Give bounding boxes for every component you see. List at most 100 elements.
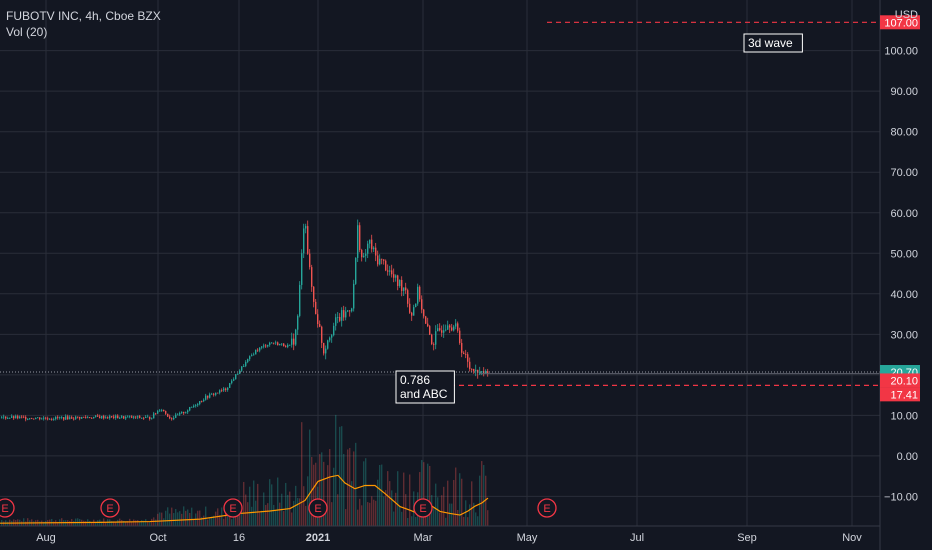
candle-body <box>245 361 247 367</box>
volume-bar <box>355 442 357 526</box>
volume-bar <box>83 520 85 526</box>
candle-body <box>263 345 265 347</box>
earnings-marker[interactable]: E <box>100 498 120 518</box>
candle-body <box>301 253 303 285</box>
candle-body <box>167 413 169 417</box>
x-tick-label: Mar <box>414 532 433 544</box>
volume-bar <box>171 507 173 526</box>
x-tick-label: May <box>517 532 538 544</box>
volume-bar <box>307 476 309 526</box>
candle-body <box>51 419 53 420</box>
chart-legend: FUBOTV INC, 4h, Cboe BZX Vol (20) <box>6 8 161 40</box>
annotation-3d-wave[interactable]: 3d wave <box>743 33 803 53</box>
volume-bar <box>167 507 169 526</box>
candle-body <box>341 310 343 321</box>
volume-indicator-label: Vol (20) <box>6 25 48 39</box>
earnings-marker[interactable]: E <box>223 498 243 518</box>
candle-body <box>389 270 391 272</box>
volume-bar <box>233 513 235 526</box>
candle-body <box>111 416 113 417</box>
volume-bar <box>279 502 281 526</box>
earnings-marker[interactable]: E <box>0 498 15 518</box>
candle-body <box>467 354 469 362</box>
earnings-marker[interactable]: E <box>308 498 328 518</box>
volume-bar <box>137 520 139 526</box>
volume-bar <box>209 517 211 526</box>
volume-bar <box>373 499 375 526</box>
volume-bar <box>125 521 127 526</box>
volume-bar <box>255 500 257 526</box>
volume-bar <box>145 519 147 526</box>
y-tick-label: 10.00 <box>890 410 918 422</box>
candle-body <box>1 417 3 419</box>
volume-bar <box>161 512 163 526</box>
volume-bar <box>151 518 153 526</box>
volume-bar <box>197 510 199 526</box>
candle-body <box>23 416 25 418</box>
candle-body <box>47 418 49 420</box>
candle-body <box>475 369 477 372</box>
candle-body <box>131 416 133 418</box>
candle-body <box>387 270 389 272</box>
candle-body <box>107 417 109 419</box>
candle-body <box>171 418 173 420</box>
volume-bar <box>291 512 293 526</box>
volume-bar <box>433 507 435 526</box>
volume-bar <box>259 512 261 526</box>
volume-bar <box>207 519 209 526</box>
candle-body <box>9 417 11 419</box>
volume-bar <box>385 490 387 526</box>
candle-body <box>97 415 99 417</box>
volume-bar <box>303 486 305 526</box>
candle-body <box>89 417 91 419</box>
volume-bar <box>473 502 475 526</box>
candle-body <box>481 371 483 373</box>
candle-body <box>451 327 453 331</box>
candle-body <box>299 284 301 316</box>
volume-bar <box>345 509 347 526</box>
candle-body <box>27 419 29 420</box>
candle-body <box>333 325 335 336</box>
candle-body <box>55 416 57 420</box>
candle-body <box>439 328 441 331</box>
volume-bar <box>377 479 379 526</box>
candle-body <box>437 328 439 332</box>
volume-bar <box>227 514 229 526</box>
candle-body <box>63 417 65 420</box>
candle-body <box>355 257 357 284</box>
volume-bar <box>219 515 221 526</box>
candle-body <box>183 411 185 414</box>
x-tick-label: Oct <box>149 532 166 544</box>
volume-bar <box>159 512 161 526</box>
candle-body <box>187 410 189 413</box>
candle-body <box>77 416 79 418</box>
candle-body <box>419 286 421 300</box>
candle-body <box>113 416 115 418</box>
candle-body <box>125 416 127 419</box>
volume-bar <box>7 521 9 526</box>
candle-body <box>329 337 331 341</box>
volume-bar <box>403 472 405 526</box>
candle-body <box>247 359 249 362</box>
candle-body <box>309 253 311 268</box>
volume-bar <box>275 510 277 526</box>
earnings-marker-circle <box>537 498 557 518</box>
volume-bar <box>453 479 455 526</box>
earnings-marker[interactable]: E <box>537 498 557 518</box>
candle-body <box>159 410 161 412</box>
candle-body <box>75 416 77 419</box>
volume-bar <box>185 510 187 526</box>
candle-body <box>123 416 125 419</box>
earnings-marker[interactable]: E <box>413 498 433 518</box>
candle-body <box>443 330 445 333</box>
candle-body <box>317 314 319 325</box>
volume-bar <box>263 492 265 526</box>
candle-body <box>251 355 253 357</box>
volume-bar <box>347 449 349 526</box>
candle-body <box>59 417 61 419</box>
volume-bar <box>247 502 249 526</box>
candle-body <box>205 395 207 400</box>
candle-body <box>411 312 413 316</box>
